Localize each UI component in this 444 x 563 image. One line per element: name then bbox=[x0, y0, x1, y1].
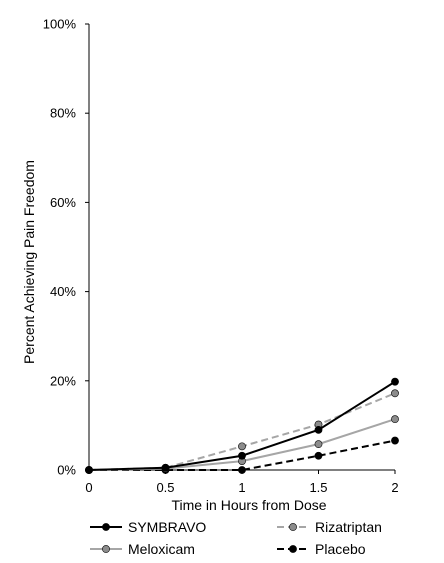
data-point-symbravo bbox=[391, 377, 399, 386]
legend-label: Meloxicam bbox=[128, 541, 195, 557]
legend-item-rizatriptan: Rizatriptan bbox=[277, 519, 382, 535]
series-layer bbox=[85, 377, 399, 474]
x-tick-label: 2 bbox=[391, 480, 398, 495]
legend-item-meloxicam: Meloxicam bbox=[90, 541, 195, 557]
legend-label: SYMBRAVO bbox=[128, 519, 206, 535]
data-point-symbravo bbox=[85, 466, 93, 474]
data-point-placebo bbox=[238, 466, 246, 474]
x-tick-label: 1 bbox=[238, 480, 245, 495]
y-tick-label: 20% bbox=[50, 373, 76, 388]
legend-item-placebo: Placebo bbox=[277, 541, 366, 557]
x-tick-label: 0.5 bbox=[156, 480, 174, 495]
data-point-symbravo bbox=[161, 463, 170, 472]
x-tick-label: 0 bbox=[85, 480, 92, 495]
y-tick-label: 100% bbox=[43, 17, 77, 32]
y-tick-label: 80% bbox=[50, 106, 76, 121]
y-axis: 0% 20% 40% 60% 80% 100% bbox=[43, 17, 90, 478]
y-tick-label: 60% bbox=[50, 195, 76, 210]
legend: SYMBRAVO Rizatriptan Meloxicam Placebo bbox=[90, 519, 382, 557]
legend-label: Placebo bbox=[315, 541, 366, 557]
legend-marker bbox=[102, 523, 110, 531]
legend-marker bbox=[289, 523, 297, 531]
data-point-meloxicam bbox=[391, 415, 399, 424]
legend-marker bbox=[289, 545, 297, 553]
y-axis-title: Percent Achieving Pain Freedom bbox=[21, 160, 37, 364]
x-axis-title: Time in Hours from Dose bbox=[171, 497, 326, 513]
data-point-placebo bbox=[391, 436, 399, 445]
data-point-meloxicam bbox=[314, 440, 323, 449]
series-symbravo bbox=[85, 377, 399, 474]
y-tick-label: 0% bbox=[57, 463, 76, 478]
x-tick-label: 1.5 bbox=[309, 480, 327, 495]
legend-label: Rizatriptan bbox=[315, 519, 382, 535]
data-point-placebo bbox=[314, 451, 323, 460]
legend-item-symbravo: SYMBRAVO bbox=[90, 519, 206, 535]
data-point-rizatriptan bbox=[391, 389, 399, 398]
y-tick-label: 40% bbox=[50, 284, 76, 299]
data-point-symbravo bbox=[314, 425, 323, 434]
legend-marker bbox=[102, 545, 110, 553]
data-point-symbravo bbox=[238, 451, 246, 460]
data-point-rizatriptan bbox=[238, 442, 246, 451]
